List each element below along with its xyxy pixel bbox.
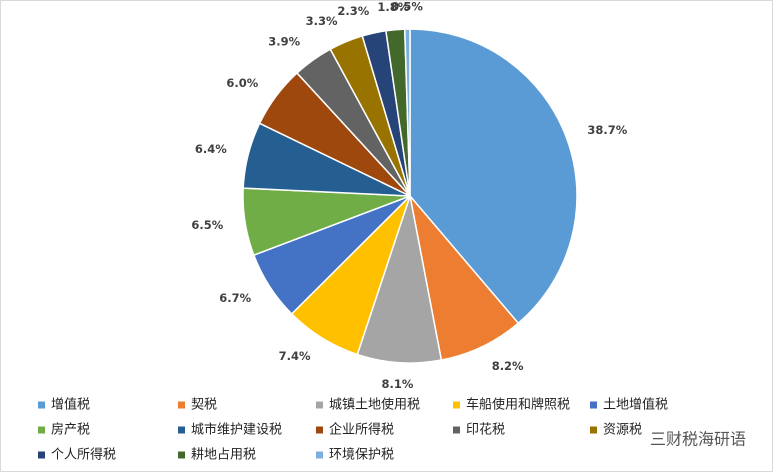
value-label: 6.5% [191,218,223,232]
legend-label: 城市维护建设税 [191,422,282,438]
legend-label: 环境保护税 [329,448,394,463]
legend-label: 个人所得税 [51,447,116,463]
pie-slice [409,28,578,325]
pie-slice [408,193,520,361]
legend-swatch [453,401,460,409]
legend-swatch [453,426,460,434]
legend-swatch [38,451,45,459]
legend-swatch [38,426,45,434]
value-label: 8.1% [382,377,414,391]
value-label: 6.0% [226,76,258,90]
legend-swatch [38,401,45,409]
value-label: 3.3% [306,14,338,28]
pie-slice [403,28,411,197]
legend-label: 印花税 [466,422,505,438]
watermark: 三财税海研语 [650,430,746,449]
legend-swatch [316,426,323,434]
legend-swatch [178,451,185,459]
legend-label: 增值税 [51,397,90,413]
legend-label: 耕地占用税 [191,447,256,463]
value-label: 7.4% [279,349,311,363]
legend-label: 房产税 [51,422,90,438]
value-label: 1.8% [377,0,409,14]
legend-label: 企业所得税 [329,422,394,438]
value-label: 2.3% [337,4,369,18]
legend-label: 车船使用和牌照税 [466,397,570,413]
legend-swatch [316,451,323,459]
value-label: 6.4% [195,142,227,156]
legend-swatch [590,401,597,409]
value-label: 3.9% [268,35,300,49]
value-label: 38.7% [587,123,627,137]
value-label: 6.7% [219,291,251,305]
legend-swatch [316,401,323,409]
legend-label: 土地增值税 [603,397,668,413]
legend-label: 契税 [191,398,217,413]
legend-label: 资源税 [603,423,642,438]
legend-label: 城镇土地使用税 [329,397,420,413]
value-label: 8.2% [492,359,524,373]
legend-swatch [178,426,185,434]
legend-swatch [590,426,597,434]
legend-swatch [178,401,185,409]
value-label: 0.5% [391,0,423,14]
